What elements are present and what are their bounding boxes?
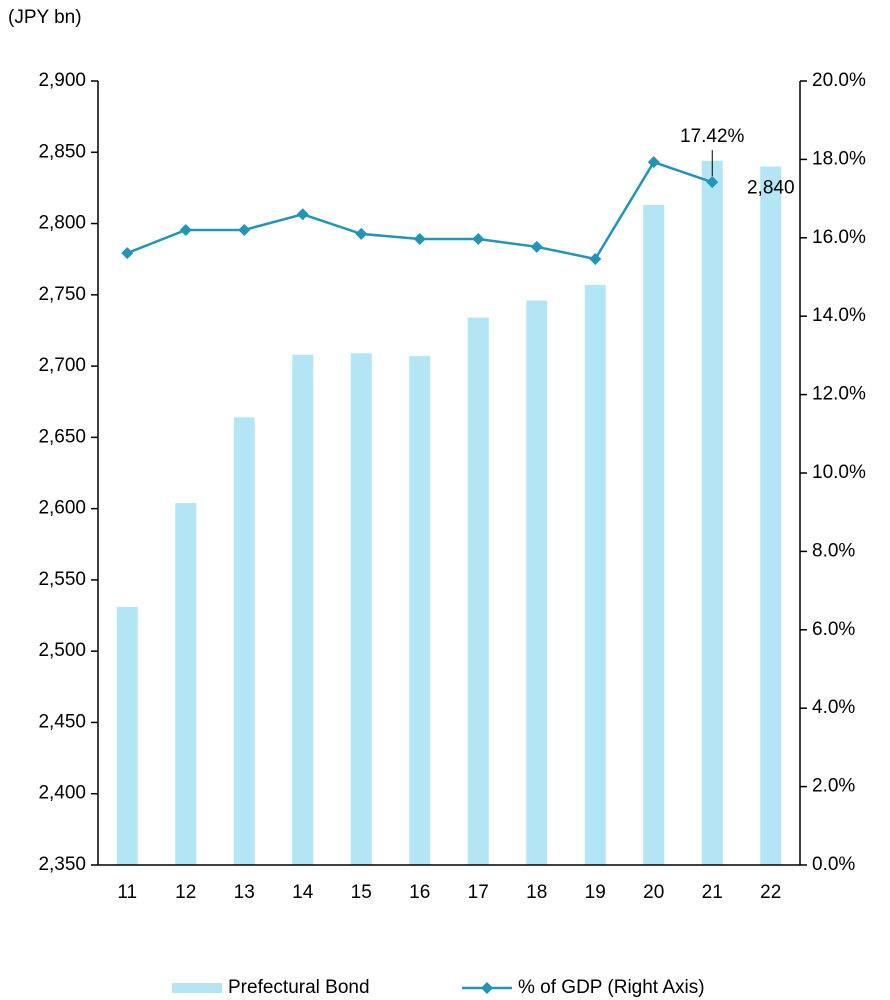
bar — [175, 502, 197, 865]
y-tick-label: 2,500 — [38, 640, 86, 661]
bar — [467, 317, 489, 865]
legend-swatch — [172, 983, 222, 993]
y-tick-label: 2,850 — [38, 141, 86, 162]
y2-tick-label: 4.0% — [812, 697, 855, 718]
bar — [233, 417, 255, 865]
y-tick-label: 2,450 — [38, 711, 86, 732]
marker — [472, 232, 485, 245]
marker — [706, 176, 719, 189]
bar — [292, 354, 314, 865]
x-tick-label: 11 — [117, 882, 137, 903]
data-label: 2,840 — [747, 178, 795, 199]
bar — [701, 160, 723, 866]
y2-tick-label: 18.0% — [812, 148, 866, 169]
y2-tick-label: 20.0% — [812, 70, 866, 91]
y-tick-label: 2,650 — [38, 426, 86, 447]
y-tick-label: 2,900 — [38, 70, 86, 91]
y-tick-label: 2,600 — [38, 498, 86, 519]
x-tick-label: 17 — [468, 882, 489, 903]
marker — [589, 252, 602, 265]
y2-tick-label: 8.0% — [812, 540, 855, 561]
x-tick-label: 19 — [585, 882, 606, 903]
x-tick-label: 22 — [760, 882, 781, 903]
x-tick-label: 16 — [409, 882, 430, 903]
legend-marker — [481, 982, 493, 994]
marker — [296, 208, 309, 221]
marker — [355, 227, 368, 240]
y-tick-label: 2,800 — [38, 213, 86, 234]
y-tick-label: 2,750 — [38, 284, 86, 305]
marker — [530, 240, 543, 253]
bar — [350, 353, 372, 865]
x-tick-label: 21 — [702, 882, 723, 903]
legend-label: Prefectural Bond — [228, 977, 370, 998]
y2-tick-label: 0.0% — [812, 854, 855, 875]
x-tick-label: 20 — [643, 882, 664, 903]
y-tick-label: 2,550 — [38, 569, 86, 590]
data-label: 17.42% — [680, 126, 745, 147]
x-tick-label: 14 — [292, 882, 314, 903]
x-tick-label: 12 — [175, 882, 196, 903]
marker — [121, 247, 134, 260]
y2-tick-label: 6.0% — [812, 619, 855, 640]
x-tick-label: 15 — [351, 882, 372, 903]
legend-label: % of GDP (Right Axis) — [518, 977, 705, 998]
y2-tick-label: 12.0% — [812, 384, 866, 405]
x-tick-label: 18 — [526, 882, 547, 903]
y2-tick-label: 10.0% — [812, 462, 866, 483]
bar — [584, 284, 606, 866]
bar — [760, 166, 782, 865]
y-tick-label: 2,350 — [38, 854, 86, 875]
y2-tick-label: 2.0% — [812, 776, 855, 797]
y-tick-label: 2,700 — [38, 355, 86, 376]
y-tick-label: 2,400 — [38, 783, 86, 804]
bar — [643, 205, 665, 866]
y2-tick-label: 16.0% — [812, 227, 866, 248]
marker — [413, 232, 426, 245]
x-tick-label: 13 — [234, 882, 255, 903]
y2-tick-label: 14.0% — [812, 305, 866, 326]
bar — [409, 356, 431, 865]
bar — [526, 300, 548, 865]
bar — [116, 606, 138, 865]
marker — [179, 223, 192, 236]
y-axis-label: (JPY bn) — [8, 7, 82, 28]
marker — [647, 156, 660, 169]
marker — [238, 223, 251, 236]
